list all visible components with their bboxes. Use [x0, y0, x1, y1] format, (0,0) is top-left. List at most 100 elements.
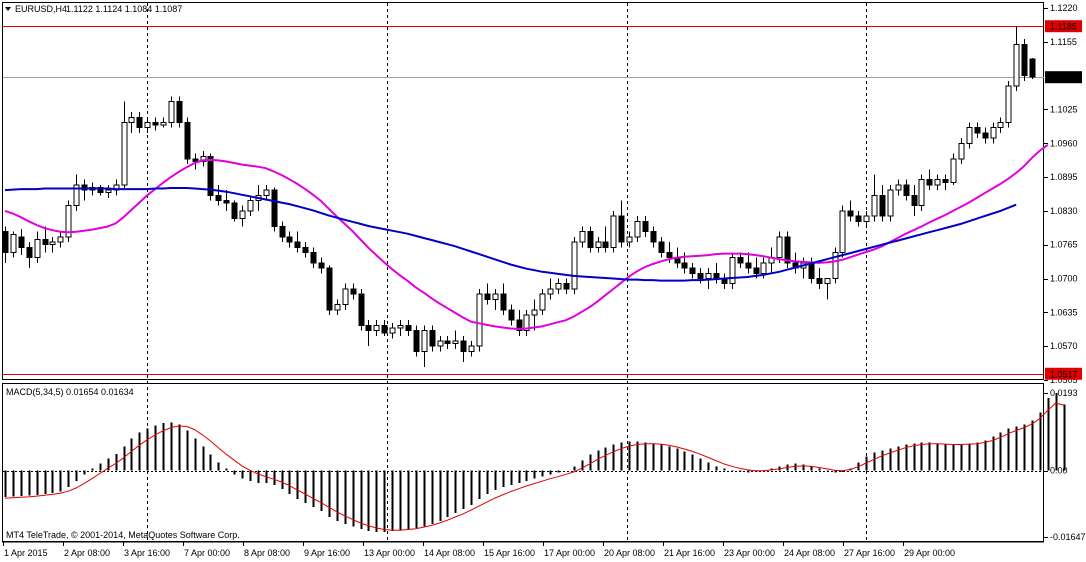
candle: [839, 205, 846, 258]
price-tick-label: 1.1155: [1050, 37, 1077, 47]
candle: [310, 247, 317, 269]
candle: [903, 179, 910, 201]
price-tick-label: 1.0635: [1050, 307, 1078, 317]
candle: [468, 340, 475, 357]
price-tick-label: 1.0895: [1050, 172, 1078, 182]
candle: [563, 278, 570, 295]
dropdown-triangle-icon[interactable]: [5, 7, 11, 11]
candle: [358, 288, 365, 331]
candle: [184, 117, 191, 165]
candle: [136, 112, 143, 133]
candle: [879, 184, 886, 222]
price-pane-frame: [2, 2, 1044, 380]
candle: [997, 117, 1004, 133]
candle: [200, 151, 207, 167]
candle: [18, 229, 25, 256]
price-tick-label: 1.0960: [1050, 138, 1078, 148]
candle: [460, 335, 467, 362]
candle: [215, 184, 222, 206]
candle: [626, 231, 633, 248]
candle: [279, 221, 286, 243]
candle: [500, 283, 507, 315]
horizontal-levels[interactable]: [3, 26, 1044, 375]
candle: [160, 117, 167, 128]
candle: [326, 265, 333, 315]
candle: [650, 226, 657, 248]
candle: [887, 184, 894, 222]
candle: [42, 226, 49, 253]
level-high-tag-text: 1.1185: [1050, 22, 1077, 32]
candle: [595, 236, 602, 253]
price-axis: 1.1220 1.1155 1.1025 1.0960 1.0895 1.0830 1.07…: [1044, 3, 1082, 385]
candle: [974, 122, 981, 139]
time-tick-label: 27 Apr 16:00: [844, 548, 895, 558]
candle: [421, 325, 428, 367]
candle: [192, 153, 199, 170]
candle: [982, 127, 989, 144]
copyright-text: MT4 TeleTrade, © 2001-2014, MetaQuotes S…: [6, 530, 240, 540]
candle: [105, 184, 112, 198]
chart-header[interactable]: EURUSD,H4 1.1122 1.1124 1.1084 1.1087: [5, 4, 182, 14]
candle: [144, 117, 151, 133]
price-tick-label: 1.1025: [1050, 104, 1078, 114]
candle: [990, 122, 997, 144]
candle: [871, 174, 878, 222]
candle: [926, 169, 933, 191]
candle: [745, 252, 752, 274]
candle: [1021, 39, 1028, 81]
current-price-tag-text: 1.1087: [1050, 73, 1078, 83]
candle: [689, 262, 696, 279]
candle: [824, 278, 831, 300]
candle: [452, 330, 459, 349]
time-tick-label: 17 Apr 00:00: [544, 548, 595, 558]
candle: [618, 200, 625, 248]
time-axis: 1 Apr 2015 2 Apr 08:00 3 Apr 16:00 7 Apr 00…: [3, 542, 955, 558]
candle: [571, 236, 578, 295]
candle: [302, 242, 309, 258]
candle: [918, 174, 925, 211]
candle: [350, 283, 357, 300]
price-tick-label: 1.0830: [1050, 206, 1078, 216]
time-tick-label: 20 Apr 08:00: [604, 548, 655, 558]
candle: [816, 268, 823, 289]
candle: [966, 122, 973, 149]
candle: [81, 179, 88, 201]
candle: [389, 322, 396, 339]
time-tick-label: 15 Apr 16:00: [484, 548, 535, 558]
candle: [429, 325, 436, 352]
candle: [737, 252, 744, 269]
candle: [318, 257, 325, 274]
candles: [2, 26, 1036, 367]
candle: [492, 288, 499, 310]
candle: [847, 200, 854, 222]
candle: [587, 226, 594, 253]
candle: [832, 247, 839, 284]
time-tick-label: 1 Apr 2015: [4, 548, 48, 558]
candle: [579, 226, 586, 248]
candle: [942, 174, 949, 191]
candle: [73, 174, 80, 211]
candle: [34, 231, 41, 263]
macd-signal-line: [4, 402, 1064, 531]
time-tick-label: 24 Apr 08:00: [784, 548, 835, 558]
candle: [547, 278, 554, 300]
candle: [65, 200, 72, 243]
candle: [658, 236, 665, 258]
candle: [294, 231, 301, 253]
candle: [168, 96, 175, 128]
ohlc-values: 1.1122 1.1124 1.1084 1.1087: [66, 4, 182, 14]
price-tick-label: 1.0700: [1050, 274, 1078, 284]
ma-fast-line: [4, 143, 1049, 331]
price-tick-label: 1.0505: [1050, 375, 1078, 385]
candle: [97, 184, 104, 196]
time-tick-label: 2 Apr 08:00: [64, 548, 110, 558]
candle: [484, 283, 491, 305]
candle: [642, 216, 649, 237]
candle: [610, 210, 617, 253]
time-tick-label: 23 Apr 00:00: [724, 548, 775, 558]
candle: [911, 184, 918, 217]
candle: [602, 226, 609, 253]
price-tick-label: 1.0765: [1050, 240, 1078, 250]
